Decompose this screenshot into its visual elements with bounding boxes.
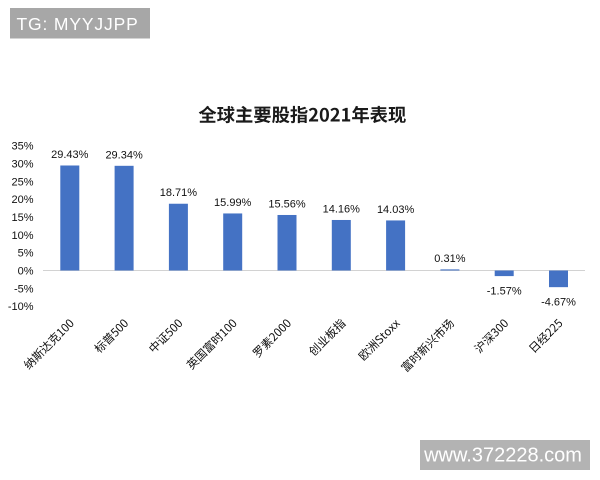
svg-text:-1.57%: -1.57%: [487, 286, 522, 298]
svg-text:35%: 35%: [11, 141, 33, 153]
svg-text:5%: 5%: [18, 248, 34, 260]
svg-text:30%: 30%: [11, 159, 33, 171]
svg-text:18.71%: 18.71%: [160, 187, 198, 199]
svg-text:10%: 10%: [11, 230, 33, 242]
svg-text:-4.67%: -4.67%: [541, 297, 576, 309]
svg-text:29.43%: 29.43%: [51, 149, 89, 161]
svg-text:29.34%: 29.34%: [105, 149, 143, 161]
svg-text:0.31%: 0.31%: [434, 253, 465, 265]
svg-text:0%: 0%: [18, 266, 34, 278]
svg-text:14.16%: 14.16%: [323, 204, 361, 216]
svg-text:-10%: -10%: [8, 301, 34, 313]
svg-text:15.99%: 15.99%: [214, 197, 252, 209]
svg-text:25%: 25%: [11, 176, 33, 188]
svg-text:14.03%: 14.03%: [377, 204, 415, 216]
svg-text:TG: MYYJJPP: TG: MYYJJPP: [17, 14, 139, 34]
svg-text:20%: 20%: [11, 194, 33, 206]
svg-text:15%: 15%: [11, 212, 33, 224]
svg-text:-5%: -5%: [14, 283, 34, 295]
svg-text:www.372228.com: www.372228.com: [423, 445, 582, 467]
svg-text:15.56%: 15.56%: [268, 199, 306, 211]
